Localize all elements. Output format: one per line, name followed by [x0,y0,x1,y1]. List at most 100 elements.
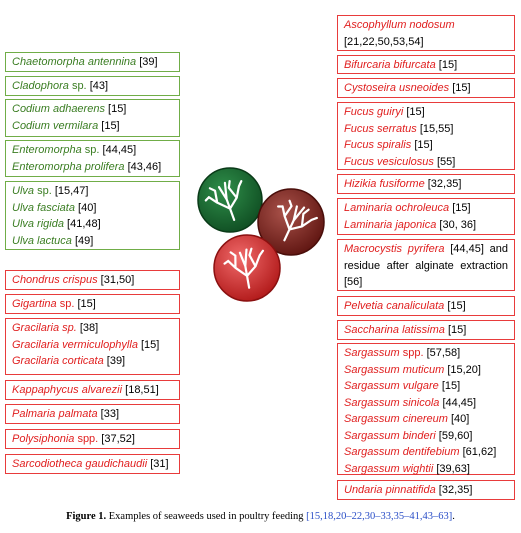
green-seaweed-icon [197,167,263,233]
species-box: Gracilaria sp. [38] Gracilaria vermiculop… [5,318,180,375]
species-line: Chaetomorpha antennina [39] [12,54,173,71]
species-box: Cladophora sp. [43] [5,76,180,96]
reference: [32,35] [438,484,473,496]
reference: [15] [406,106,425,118]
species-line: Bifurcaria bifurcata [15] [344,57,508,74]
species-line: Gigartina sp. [15] [12,296,173,313]
species-name: Gracilaria corticata [12,355,104,367]
species-name: Saccharina latissima [344,324,445,336]
species-name: Laminaria japonica [344,218,437,231]
species-name: Cystoseira usneoides [344,82,450,94]
species-line: Saccharina latissima [15] [344,322,508,339]
species-line: Pelvetia canaliculata [15] [344,298,508,315]
species-line: Sarcodiotheca gaudichaudii [31] [12,456,173,473]
species-qualifier: sp. [37,185,52,197]
species-name: Ascophyllum nodosum [344,19,455,31]
species-name: Fucus guiryi [344,106,404,118]
species-line: Fucus serratus [15,55] [344,121,508,138]
species-line: Cladophora sp. [43] [12,78,173,95]
species-box: Ascophyllum nodosum [21,22,50,53,54] [337,15,515,51]
species-name: Bifurcaria bifurcata [344,59,436,71]
species-name: Chondrus crispus [12,274,98,286]
species-box: Enteromorpha sp. [44,45] Enteromorpha pro… [5,140,180,177]
species-box: Undaria pinnatifida [32,35] [337,480,515,500]
reference: [44,45] [102,144,137,156]
species-box: Macrocystis pyrifera [44,45] and residue… [337,239,515,291]
reference: [44,45] [450,243,484,255]
species-line: Palmaria palmata [33] [12,406,173,423]
caption-refs: [15,18,20–22,30–33,35–41,43–63] [306,511,453,522]
species-line: Gracilaria vermiculophylla [15] [12,337,173,354]
species-line: Gracilaria corticata [39] [12,353,173,370]
note-text: and residue after alginate extraction [344,243,508,272]
species-name: Sarcodiotheca gaudichaudii [12,458,148,470]
species-name: Fucus vesiculosus [344,155,434,168]
reference: [31,50] [100,274,135,286]
species-qualifier: spp. [77,433,99,445]
species-line: Sargassum dentifebium [61,62] [344,444,508,461]
species-box: Codium adhaerens [15] Codium vermilara [1… [5,99,180,137]
species-name: Ulva fasciata [12,201,75,214]
species-box: Hizikia fusiforme [32,35] [337,174,515,194]
reference: [43] [89,80,109,92]
species-line: Gracilaria sp. [38] [12,320,173,337]
species-name: Sargassum [344,347,400,359]
species-box: Sarcodiotheca gaudichaudii [31] [5,454,180,474]
species-name: Kappaphycus alvarezii [12,384,123,396]
reference: [15,55] [419,122,454,135]
species-name: Sargassum vulgare [344,380,439,392]
species-name: Ulva [12,185,35,197]
species-line: Undaria pinnatifida [32,35] [344,482,508,499]
species-box: Palmaria palmata [33] [5,404,180,424]
species-line: Codium adhaerens [15] [12,101,173,118]
species-name: Polysiphonia [12,433,75,445]
reference: [18,51] [125,384,159,396]
reference: [33] [100,408,120,420]
species-line: Fucus spiralis [15] [344,137,508,154]
caption-label: Figure 1. [66,511,107,522]
species-name: Sargassum muticum [344,363,445,376]
species-line: Sargassum spp. [57,58] [344,345,508,362]
species-box: Chondrus crispus [31,50] [5,270,180,290]
species-name: Laminaria ochroleuca [344,202,450,214]
species-box: Ulva sp. [15,47] Ulva fasciata [40] Ulva r… [5,181,180,250]
species-box: Cystoseira usneoides [15] [337,78,515,98]
species-name: Sargassum sinicola [344,396,440,409]
reference: [49] [74,234,94,247]
species-name: Palmaria palmata [12,408,98,420]
species-line: Laminaria japonica [30, 36] [344,217,508,234]
reference: [15,20] [447,363,481,376]
species-box: Pelvetia canaliculata [15] [337,296,515,316]
reference: [59,60] [438,429,473,442]
caption-text: Examples of seaweeds used in poultry fee… [108,511,304,522]
species-line: Laminaria ochroleuca [15] [344,200,508,217]
species-box: Chaetomorpha antennina [39] [5,52,180,72]
species-name: Sargassum wightii [344,462,434,475]
species-line: Chondrus crispus [31,50] [12,272,173,289]
species-line: [21,22,50,53,54] [344,34,508,51]
reference: [38] [79,322,99,334]
species-line: Kappaphycus alvarezii [18,51] [12,382,173,399]
reference: [37,52] [101,433,135,445]
reference: [15] [452,82,471,94]
species-name: Enteromorpha prolifera [12,160,125,173]
caption: Figure 1. Examples of seaweeds used in p… [66,511,455,522]
species-line: Sargassum cinereum [40] [344,411,508,428]
reference: [15] [447,300,466,312]
reference: [41,48] [67,218,101,230]
reference: [55] [436,155,456,168]
species-name: Chaetomorpha antennina [12,56,137,68]
brown-seaweed-icon [257,188,325,256]
species-name: Gracilaria sp. [12,322,77,334]
reference: [15] [108,103,127,115]
species-box: Gigartina sp. [15] [5,294,180,314]
species-qualifier: sp. [71,80,87,92]
species-name: Sargassum cinereum [344,413,448,425]
reference: [40] [451,413,470,425]
species-line: Polysiphonia spp. [37,52] [12,431,173,448]
species-box: Laminaria ochroleuca [15] Laminaria japon… [337,198,515,235]
reference: [44,45] [442,396,477,409]
species-line: Sargassum wightii [39,63] [344,461,508,478]
